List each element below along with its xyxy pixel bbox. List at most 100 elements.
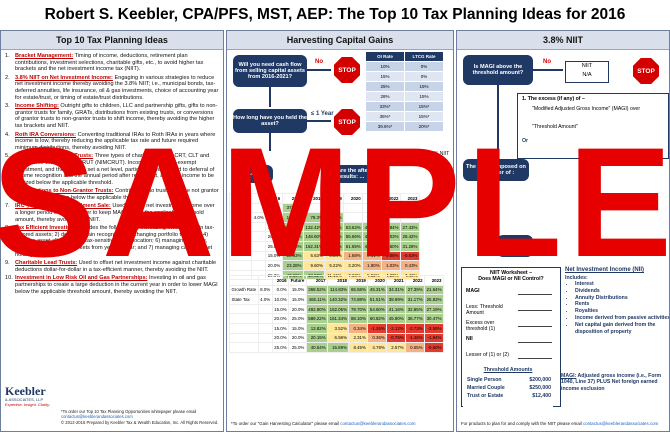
threshold-label: Trust or Estate (467, 393, 504, 399)
year-row: State Tax 4.0% 10.0% 101.7% 78.3% 60.97% (228, 212, 420, 223)
year-header-cell: 2018 (303, 193, 326, 204)
nii-list-item: Income derived from passive activities (575, 315, 669, 322)
year-cell: 1.68% (343, 250, 364, 262)
year-header-cell: 2023 (424, 275, 445, 286)
nii-list-item: Interest (575, 281, 669, 288)
year-cell: 1.03% (381, 260, 402, 271)
year-cell: 20.0% (265, 231, 283, 242)
col1-footer-email[interactable]: contactus@keeblerandassociates.com (61, 414, 133, 419)
rates-grid: OI Rate LTCG Rate 10% 0% 15% 0% 25% 15% 28% 15% 33… (365, 51, 444, 132)
col2-footer: *To order our "Gain Harvesting Calculato… (231, 421, 416, 427)
niit-label: NIIT (581, 63, 593, 69)
niit-na-box: NIIT N/A (565, 61, 609, 83)
year-cell: 41.16% (386, 303, 407, 315)
le1-label: ≤ 1 Year (311, 111, 334, 117)
year-cell: 4.0% (257, 294, 273, 305)
worksheet-title: NIIT Worksheet – (490, 270, 532, 276)
nii-list-item: Dividends (575, 288, 669, 295)
year-cell: 492.90% (305, 303, 329, 315)
year-cell: 2.57% (386, 342, 407, 353)
tax-idea-item: 3. Income Shifting: Outright gifts to chi… (5, 103, 219, 129)
year-cell: 0.36% (367, 332, 388, 344)
year-cell: 77.62% (324, 221, 345, 233)
year-header-cell: 2016 (271, 275, 290, 286)
tax-ideas-heading: Top 10 Tax Planning Ideas (1, 31, 223, 50)
year-header-cell: 2019 (348, 275, 369, 286)
tax-idea-heading: Investment in Low Risk Oil and Gas Partn… (15, 275, 148, 282)
threshold-value: $12,400 (532, 393, 551, 399)
excess-magi: "Modified Adjusted Gross Income" (MAGI) … (532, 106, 641, 112)
year-cell: 40.54% (305, 342, 329, 353)
year-cell (400, 212, 420, 223)
year-header-row: 2016 2017 2018 2019 2020 2021 2022 2023 (228, 193, 420, 204)
tax-idea-heading: Bracket Management: (15, 53, 74, 59)
worksheet-row: NII (466, 336, 473, 342)
rates-row: 35%* 15%* (365, 111, 444, 122)
rates-header-cell: LTCG Rate (404, 51, 444, 62)
year-cell: 8.45% (348, 342, 369, 353)
year-cell: 27.43% (400, 221, 420, 233)
tax-idea-number: 9. (5, 260, 10, 267)
year-cell: 592.22% (281, 240, 305, 252)
tax-idea-item: 9. Charitable Lead Trusts: Used to offset… (5, 260, 219, 273)
tax-idea-heading: Income Shifting: (15, 103, 59, 110)
tax-idea-body: Charitable Lead Trusts: Used to offset n… (15, 260, 219, 273)
year-cell: 80.75% (324, 231, 345, 242)
year-cell: 162.31% (303, 240, 326, 252)
year-cell: 61.65% (343, 240, 364, 252)
year-cell: 78.3% (303, 212, 326, 223)
col2-footer-email[interactable]: contactus@keeblerandassociates.com (340, 421, 416, 426)
page-title: Robert S. Keebler, CPA/PFS, MST, AEP: Th… (44, 6, 626, 23)
magi-note-text: Adjusted gross income (i.e., Form 1040, … (561, 373, 662, 392)
col3-footer-email[interactable]: contactus@keeblerandassociates.com (582, 421, 659, 426)
tax-idea-heading: IRC § 453 Deferred Installment Sale: (15, 203, 111, 210)
year-cell: 60.82% (367, 313, 388, 324)
year-cell: -0.76% (386, 332, 407, 344)
tax-idea-number: 4. (5, 131, 10, 138)
year-cell (229, 322, 259, 334)
year-cell: 16.93% (281, 250, 305, 262)
year-cell: 21.64% (424, 284, 445, 296)
year-cell: 45.31% (367, 284, 388, 296)
tax-idea-heading: Charitable Remainder Trusts: (15, 153, 94, 160)
rates-cell: 0% (404, 71, 444, 82)
col1-footer: *To order our Top 10 Tax Planning Opport… (61, 409, 219, 426)
rates-cell: 35%* (365, 111, 405, 122)
tax-imposed-box: The Tax is imposed on the lesser of : (463, 159, 529, 181)
year-row: Growth Rate 8.0% 0.0% 15.0% 368.52% 114.83% 65… (229, 284, 445, 296)
worksheet-line (518, 294, 552, 295)
rates-cell: 15% (365, 71, 405, 82)
year-header-cell (229, 275, 259, 286)
year-cell (343, 202, 364, 214)
tax-idea-item: 4. Roth IRA Conversions: Converting tradi… (5, 132, 219, 152)
or-label: Or (522, 138, 529, 144)
tax-idea-number: 10. (5, 275, 13, 282)
col2-footer-text: *To order our "Gain Harvesting Calculato… (231, 421, 340, 426)
year-cell: 0.34% (348, 322, 369, 334)
year-cell: 25.83% (424, 294, 445, 305)
tax-idea-text: Contributions to trusts that are not gra… (15, 188, 219, 201)
year-header-cell: 2022 (381, 193, 402, 204)
year-cell: -2.12% (386, 322, 407, 334)
rates-cell: 10% (365, 61, 405, 72)
year-cell: -1.26% (367, 322, 388, 334)
tax-idea-text: Investing in oil and gas partnerships to… (15, 275, 218, 295)
year-cell: 15.0% (265, 221, 283, 233)
col3-footer-text: For products to plan for and comply with… (461, 421, 582, 426)
tax-idea-item: 1. Bracket Management: Timing of income, … (5, 53, 219, 73)
year-cell (228, 202, 253, 214)
year-cell (257, 322, 273, 334)
nii-list-item: Annuity Distributions (575, 295, 669, 302)
year-cell: 496.96% (281, 231, 305, 242)
year-cell: 20.0% (288, 332, 307, 344)
year-header-cell: 2020 (367, 275, 388, 286)
keebler-logo: Keebler & ASSOCIATES, LLP Expertise. Ins… (5, 385, 57, 425)
tax-ideas-panel: Top 10 Tax Planning Ideas 1. Bracket Mana… (0, 30, 224, 432)
year-cell: 79.70% (348, 303, 369, 315)
year-header-row: 2016 Future 2017 2018 2019 2020 2021 2022 2023 (229, 275, 445, 286)
arrow-no (307, 69, 331, 71)
rates-cell: 20%* (404, 121, 444, 132)
rate-38-badge: 3.8% (233, 165, 273, 183)
worksheet-row: MAGI (466, 288, 480, 294)
year-cell (251, 260, 267, 271)
